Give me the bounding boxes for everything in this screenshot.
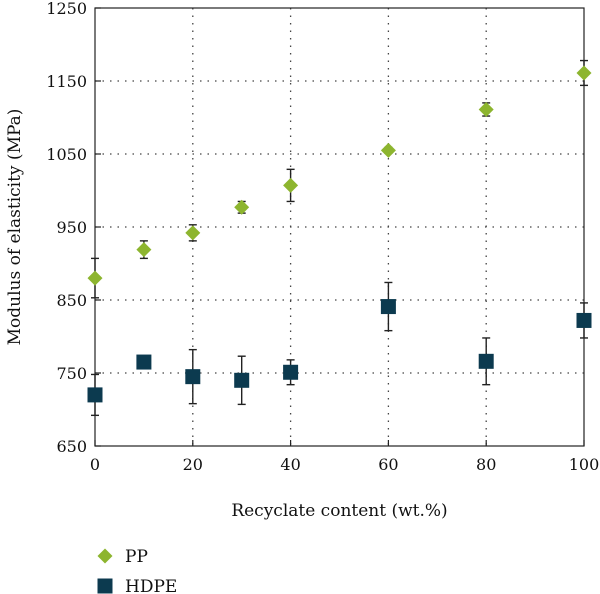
y-tick-label: 850 — [56, 291, 87, 310]
data-point — [283, 177, 299, 193]
data-point — [576, 65, 592, 81]
series-pp — [87, 59, 592, 299]
x-tick-label: 60 — [378, 455, 398, 474]
x-axis-label: Recyclate content (wt.%) — [231, 501, 447, 521]
series-hdpe — [87, 281, 592, 417]
data-point — [185, 225, 201, 241]
legend-marker-hdpe — [97, 578, 113, 594]
legend-marker-pp — [97, 548, 113, 564]
x-tick-label: 20 — [183, 455, 203, 474]
y-tick-label: 1250 — [46, 0, 87, 18]
data-point — [283, 364, 299, 380]
y-tick-label: 950 — [56, 218, 87, 237]
plot-frame — [94, 7, 585, 447]
data-point — [576, 312, 592, 328]
y-tick-label: 1150 — [46, 72, 87, 91]
x-tick-label: 0 — [90, 455, 100, 474]
series-layer — [87, 59, 592, 417]
data-point — [87, 387, 103, 403]
x-tick-label: 40 — [280, 455, 300, 474]
y-tick-label: 750 — [56, 364, 87, 383]
y-axis-label: Modulus of elasticity (MPa) — [5, 109, 25, 346]
data-point — [185, 369, 201, 385]
data-point — [380, 142, 396, 158]
axis-ticks: 0 20 40 60 80 100 650 750 850 950 1050 1150 1250 — [46, 0, 599, 474]
data-point — [478, 353, 494, 369]
legend-label-hdpe: HDPE — [125, 577, 177, 594]
data-point — [136, 354, 152, 370]
y-tick-label: 650 — [56, 437, 87, 456]
legend: PP HDPE — [97, 547, 177, 594]
data-point — [380, 299, 396, 315]
grid-lines — [95, 8, 584, 446]
y-tick-label: 1050 — [46, 145, 87, 164]
data-point — [478, 101, 494, 117]
legend-label-pp: PP — [125, 547, 148, 567]
data-point — [234, 199, 250, 215]
x-tick-label: 100 — [569, 455, 600, 474]
data-point — [234, 372, 250, 388]
data-point — [136, 242, 152, 258]
data-point — [87, 270, 103, 286]
x-tick-label: 80 — [476, 455, 496, 474]
